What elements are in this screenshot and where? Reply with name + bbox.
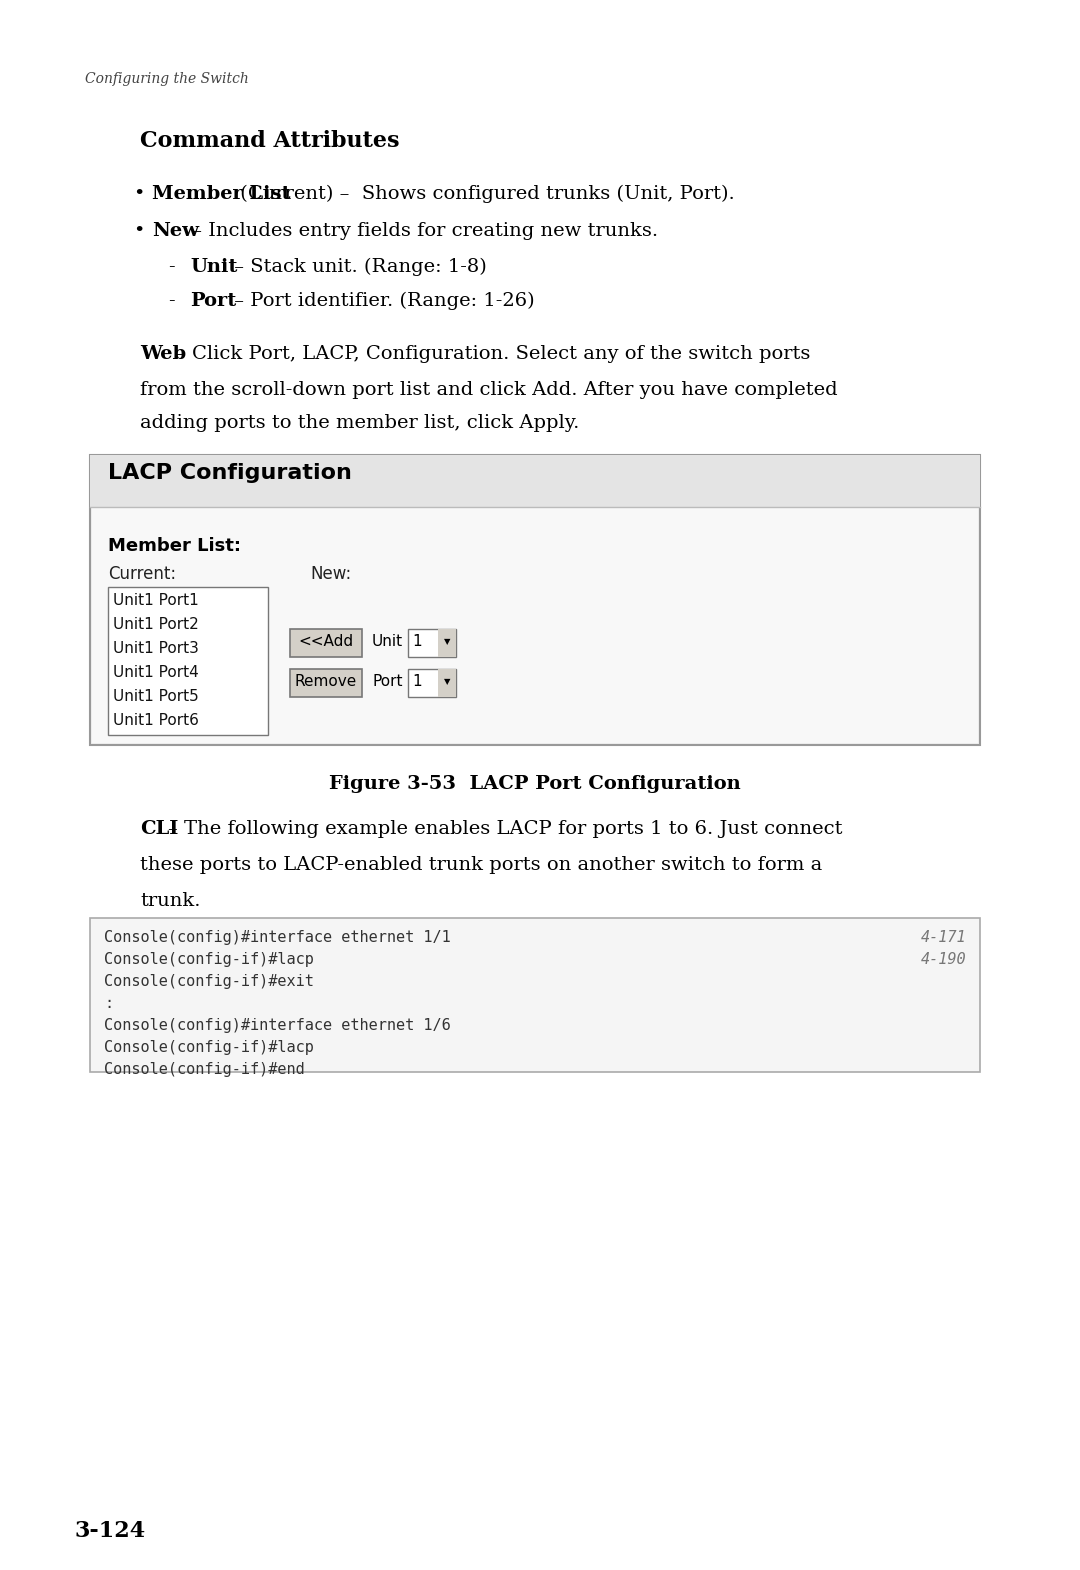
- Text: •: •: [133, 185, 145, 203]
- Text: Port: Port: [372, 674, 403, 689]
- Bar: [291, 669, 362, 697]
- Text: – Port identifier. (Range: 1-26): – Port identifier. (Range: 1-26): [228, 292, 535, 311]
- Bar: [408, 630, 456, 656]
- Text: 1: 1: [411, 634, 421, 648]
- Text: ▼: ▼: [444, 637, 450, 645]
- Text: 1: 1: [411, 674, 421, 689]
- Text: Current:: Current:: [108, 565, 176, 582]
- Text: -: -: [168, 292, 175, 309]
- Text: these ports to LACP-enabled trunk ports on another switch to form a: these ports to LACP-enabled trunk ports …: [140, 856, 822, 874]
- Text: – Includes entry fields for creating new trunks.: – Includes entry fields for creating new…: [186, 221, 658, 240]
- Text: Unit1 Port5: Unit1 Port5: [113, 689, 199, 703]
- Text: Console(config-if)#exit: Console(config-if)#exit: [104, 973, 314, 989]
- Bar: [291, 630, 362, 656]
- Text: Console(config-if)#lacp: Console(config-if)#lacp: [104, 951, 314, 967]
- Text: New: New: [152, 221, 199, 240]
- Bar: [90, 918, 980, 1072]
- Bar: [90, 455, 980, 507]
- Text: adding ports to the member list, click Apply.: adding ports to the member list, click A…: [140, 414, 579, 432]
- Text: Unit: Unit: [372, 634, 403, 648]
- Text: 4-171: 4-171: [920, 929, 966, 945]
- Text: from the scroll-down port list and click Add. After you have completed: from the scroll-down port list and click…: [140, 382, 838, 399]
- Text: New:: New:: [310, 565, 351, 582]
- Text: CLI: CLI: [140, 820, 178, 838]
- Text: Console(config)#interface ethernet 1/1: Console(config)#interface ethernet 1/1: [104, 929, 450, 945]
- Text: Web: Web: [140, 345, 186, 363]
- Text: Remove: Remove: [295, 674, 357, 689]
- Text: (Current) –  Shows configured trunks (Unit, Port).: (Current) – Shows configured trunks (Uni…: [234, 185, 734, 203]
- Text: 3-124: 3-124: [75, 1520, 146, 1542]
- Text: – Click Port, LACP, Configuration. Select any of the switch ports: – Click Port, LACP, Configuration. Selec…: [176, 345, 810, 363]
- Text: Unit1 Port6: Unit1 Port6: [113, 713, 199, 728]
- Text: Unit1 Port2: Unit1 Port2: [113, 617, 199, 633]
- Text: Configuring the Switch: Configuring the Switch: [85, 72, 248, 86]
- Text: ▼: ▼: [444, 677, 450, 686]
- Text: •: •: [133, 221, 145, 240]
- Text: <<Add: <<Add: [298, 634, 353, 648]
- Text: Unit1 Port4: Unit1 Port4: [113, 666, 199, 680]
- Text: :: :: [104, 995, 113, 1011]
- Text: Console(config-if)#end: Console(config-if)#end: [104, 1061, 305, 1077]
- Text: Member List:: Member List:: [108, 537, 241, 556]
- Text: trunk.: trunk.: [140, 892, 201, 911]
- Bar: [108, 587, 268, 735]
- Text: Console(config-if)#lacp: Console(config-if)#lacp: [104, 1039, 314, 1055]
- Text: 4-190: 4-190: [920, 951, 966, 967]
- Text: Command Attributes: Command Attributes: [140, 130, 400, 152]
- Text: Port: Port: [190, 292, 237, 309]
- Bar: [438, 630, 456, 656]
- Bar: [438, 669, 456, 697]
- Text: – The following example enables LACP for ports 1 to 6. Just connect: – The following example enables LACP for…: [168, 820, 842, 838]
- Text: Figure 3-53  LACP Port Configuration: Figure 3-53 LACP Port Configuration: [329, 776, 741, 793]
- Text: LACP Configuration: LACP Configuration: [108, 463, 352, 484]
- Text: Unit1 Port3: Unit1 Port3: [113, 641, 199, 656]
- Bar: [90, 455, 980, 746]
- Text: Unit1 Port1: Unit1 Port1: [113, 593, 199, 608]
- Bar: [408, 669, 456, 697]
- Bar: [92, 507, 978, 743]
- Text: Unit: Unit: [190, 257, 238, 276]
- Text: – Stack unit. (Range: 1-8): – Stack unit. (Range: 1-8): [228, 257, 487, 276]
- Text: -: -: [168, 257, 175, 276]
- Text: Member List: Member List: [152, 185, 291, 203]
- Text: Console(config)#interface ethernet 1/6: Console(config)#interface ethernet 1/6: [104, 1017, 450, 1033]
